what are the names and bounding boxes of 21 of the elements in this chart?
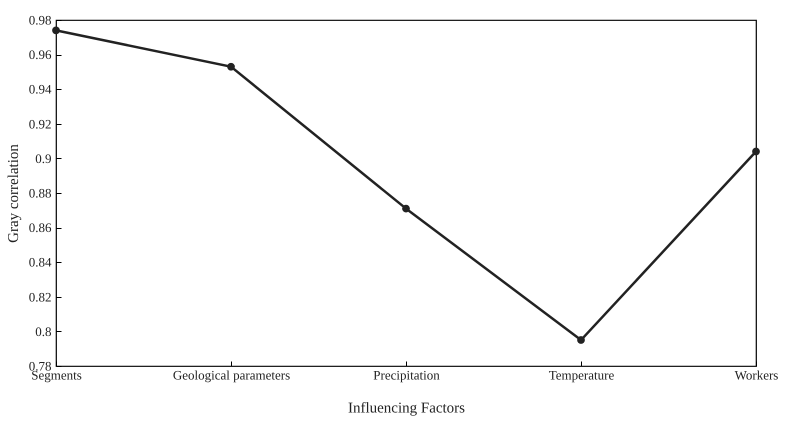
- x-axis-title: Influencing Factors: [348, 400, 466, 416]
- point: [52, 26, 60, 34]
- y-axis-title: Gray correlation: [6, 144, 22, 243]
- y-tick-label: 0.86: [28, 220, 52, 236]
- point: [577, 336, 585, 344]
- y-tick-label: 0.84: [28, 254, 52, 270]
- y-tick-label: 0.96: [28, 47, 52, 62]
- point: [402, 204, 410, 212]
- x-tick-label: Workers: [734, 368, 778, 382]
- y-tick-label: 0.8: [35, 324, 52, 339]
- y-tick-label: 0.9: [35, 150, 52, 166]
- x-tick-label: Precipitation: [373, 368, 440, 382]
- y-tick-label: 0.88: [28, 186, 52, 200]
- x-tick-label: Geological parameters: [172, 368, 290, 382]
- point: [752, 148, 760, 156]
- x-tick-label: Temperature: [548, 368, 614, 382]
- y-tick-label: 0.94: [28, 82, 52, 97]
- point: [227, 62, 235, 71]
- y-tick-label: 0.92: [28, 116, 52, 132]
- y-tick-label: 0.82: [28, 289, 52, 304]
- y-tick-label: 0.98: [28, 12, 52, 28]
